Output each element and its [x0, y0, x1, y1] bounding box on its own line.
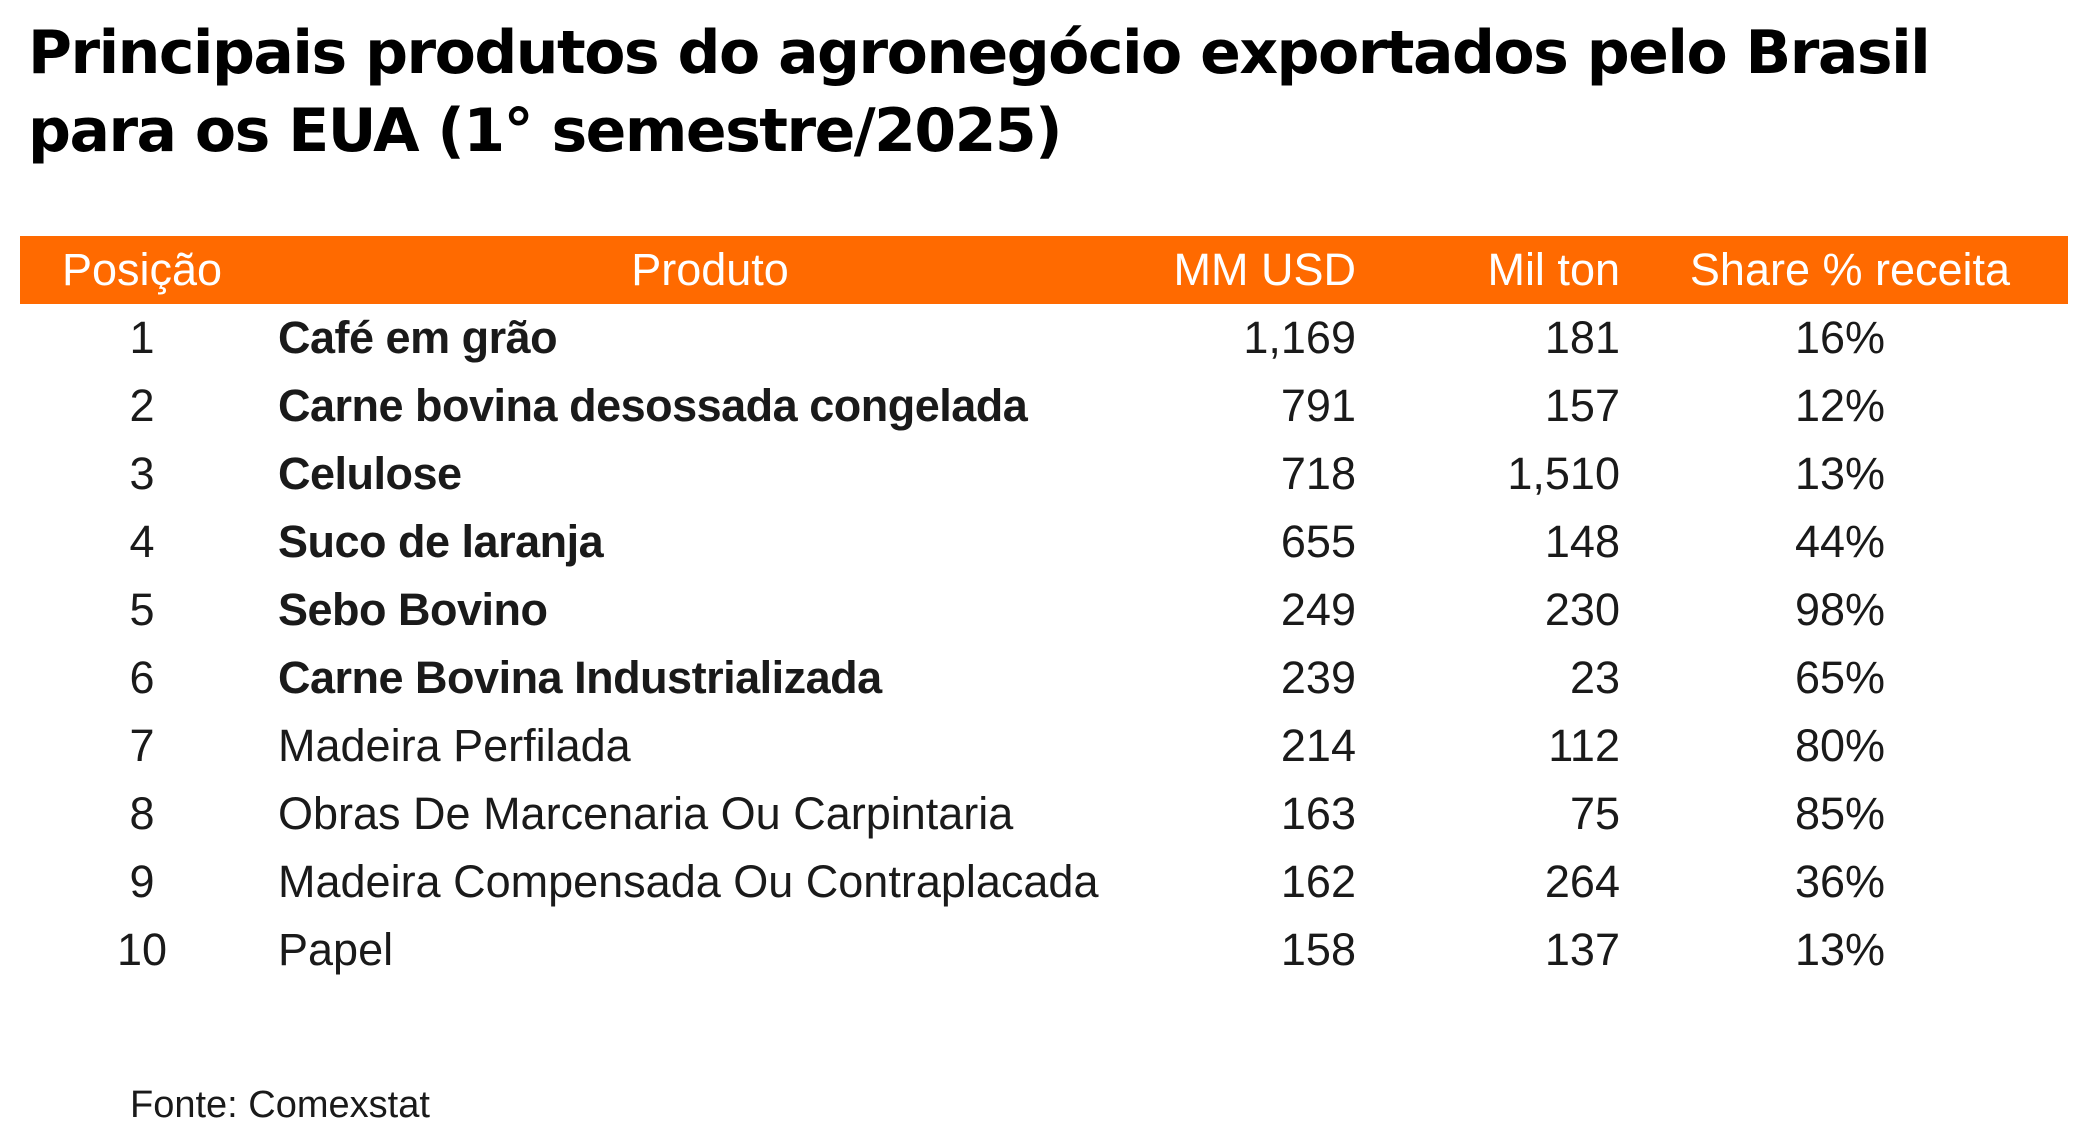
cell-mil-ton: 148: [1544, 516, 1620, 567]
source-note: Fonte: Comexstat: [130, 1084, 430, 1126]
cell-posicao: 4: [129, 516, 155, 567]
cell-share: 44%: [1794, 516, 1886, 567]
cell-mm-usd: 158: [1280, 924, 1356, 975]
cell-posicao: 10: [116, 924, 168, 975]
cell-mm-usd: 249: [1280, 584, 1356, 635]
cell-posicao: 6: [129, 652, 155, 703]
cell-mm-usd: 163: [1280, 788, 1356, 839]
cell-produto: Café em grão: [278, 312, 558, 363]
cell-posicao: 2: [129, 380, 155, 431]
cell-posicao: 8: [129, 788, 155, 839]
cell-mm-usd: 239: [1280, 652, 1356, 703]
cell-mm-usd: 718: [1280, 448, 1356, 499]
cell-posicao: 1: [129, 312, 155, 363]
table-row: 9 Madeira Compensada Ou Contraplacada 162 2…: [20, 848, 2068, 916]
table-row: 8 Obras De Marcenaria Ou Carpintaria 163 75…: [20, 780, 2068, 848]
cell-produto: Carne bovina desossada congelada: [278, 380, 1028, 431]
cell-mil-ton: 264: [1544, 856, 1620, 907]
table-header: Posição Produto MM USD Mil ton Share % r…: [20, 236, 2068, 304]
cell-mil-ton: 1,510: [1507, 448, 1620, 499]
cell-mil-ton: 137: [1544, 924, 1620, 975]
cell-mm-usd: 162: [1280, 856, 1356, 907]
cell-mm-usd: 655: [1280, 516, 1356, 567]
table-row: 7 Madeira Perfilada 214 112 80%: [20, 712, 2068, 780]
cell-posicao: 5: [129, 584, 155, 635]
cell-share: 80%: [1794, 720, 1886, 771]
cell-mm-usd: 1,169: [1243, 312, 1356, 363]
header-produto: Produto: [631, 244, 789, 295]
cell-produto: Carne Bovina Industrializada: [278, 652, 882, 703]
cell-produto: Obras De Marcenaria Ou Carpintaria: [278, 788, 1014, 839]
header-mil-ton: Mil ton: [1487, 244, 1620, 295]
header-posicao: Posição: [61, 244, 223, 295]
cell-posicao: 7: [129, 720, 155, 771]
data-table: Posição Produto MM USD Mil ton Share % r…: [20, 236, 2068, 984]
cell-mil-ton: 230: [1544, 584, 1620, 635]
cell-mil-ton: 112: [1548, 720, 1620, 771]
cell-produto: Madeira Compensada Ou Contraplacada: [278, 856, 1099, 907]
cell-share: 65%: [1794, 652, 1886, 703]
cell-produto: Madeira Perfilada: [278, 720, 631, 771]
cell-share: 13%: [1794, 924, 1886, 975]
header-share: Share % receita: [1689, 244, 2011, 295]
cell-mil-ton: 23: [1569, 652, 1620, 703]
cell-produto: Suco de laranja: [278, 516, 604, 567]
table-row: 4 Suco de laranja 655 148 44%: [20, 508, 2068, 576]
cell-share: 13%: [1794, 448, 1886, 499]
header-mm-usd: MM USD: [1173, 244, 1356, 295]
table-row: 1 Café em grão 1,169 181 16%: [20, 304, 2068, 372]
cell-mm-usd: 214: [1280, 720, 1356, 771]
table-row: 6 Carne Bovina Industrializada 239 23 65%: [20, 644, 2068, 712]
table-body: 1 Café em grão 1,169 181 16% 2 Carne bovina de…: [20, 304, 2068, 984]
table-row: 10 Papel 158 137 13%: [20, 916, 2068, 984]
cell-share: 16%: [1794, 312, 1886, 363]
cell-share: 85%: [1794, 788, 1886, 839]
table-row: 3 Celulose 718 1,510 13%: [20, 440, 2068, 508]
cell-posicao: 3: [129, 448, 155, 499]
cell-mil-ton: 75: [1569, 788, 1620, 839]
table-row: 2 Carne bovina desossada congelada 791 157 1…: [20, 372, 2068, 440]
cell-share: 12%: [1794, 380, 1886, 431]
cell-mil-ton: 157: [1544, 380, 1620, 431]
chart-title: Principais produtos do agronegócio expor…: [28, 18, 1931, 166]
table-row: 5 Sebo Bovino 249 230 98%: [20, 576, 2068, 644]
cell-produto: Papel: [278, 924, 394, 975]
cell-produto: Celulose: [278, 448, 462, 499]
cell-posicao: 9: [129, 856, 155, 907]
cell-mil-ton: 181: [1544, 312, 1620, 363]
cell-share: 98%: [1794, 584, 1886, 635]
cell-share: 36%: [1794, 856, 1886, 907]
cell-mm-usd: 791: [1280, 380, 1356, 431]
cell-produto: Sebo Bovino: [278, 584, 548, 635]
